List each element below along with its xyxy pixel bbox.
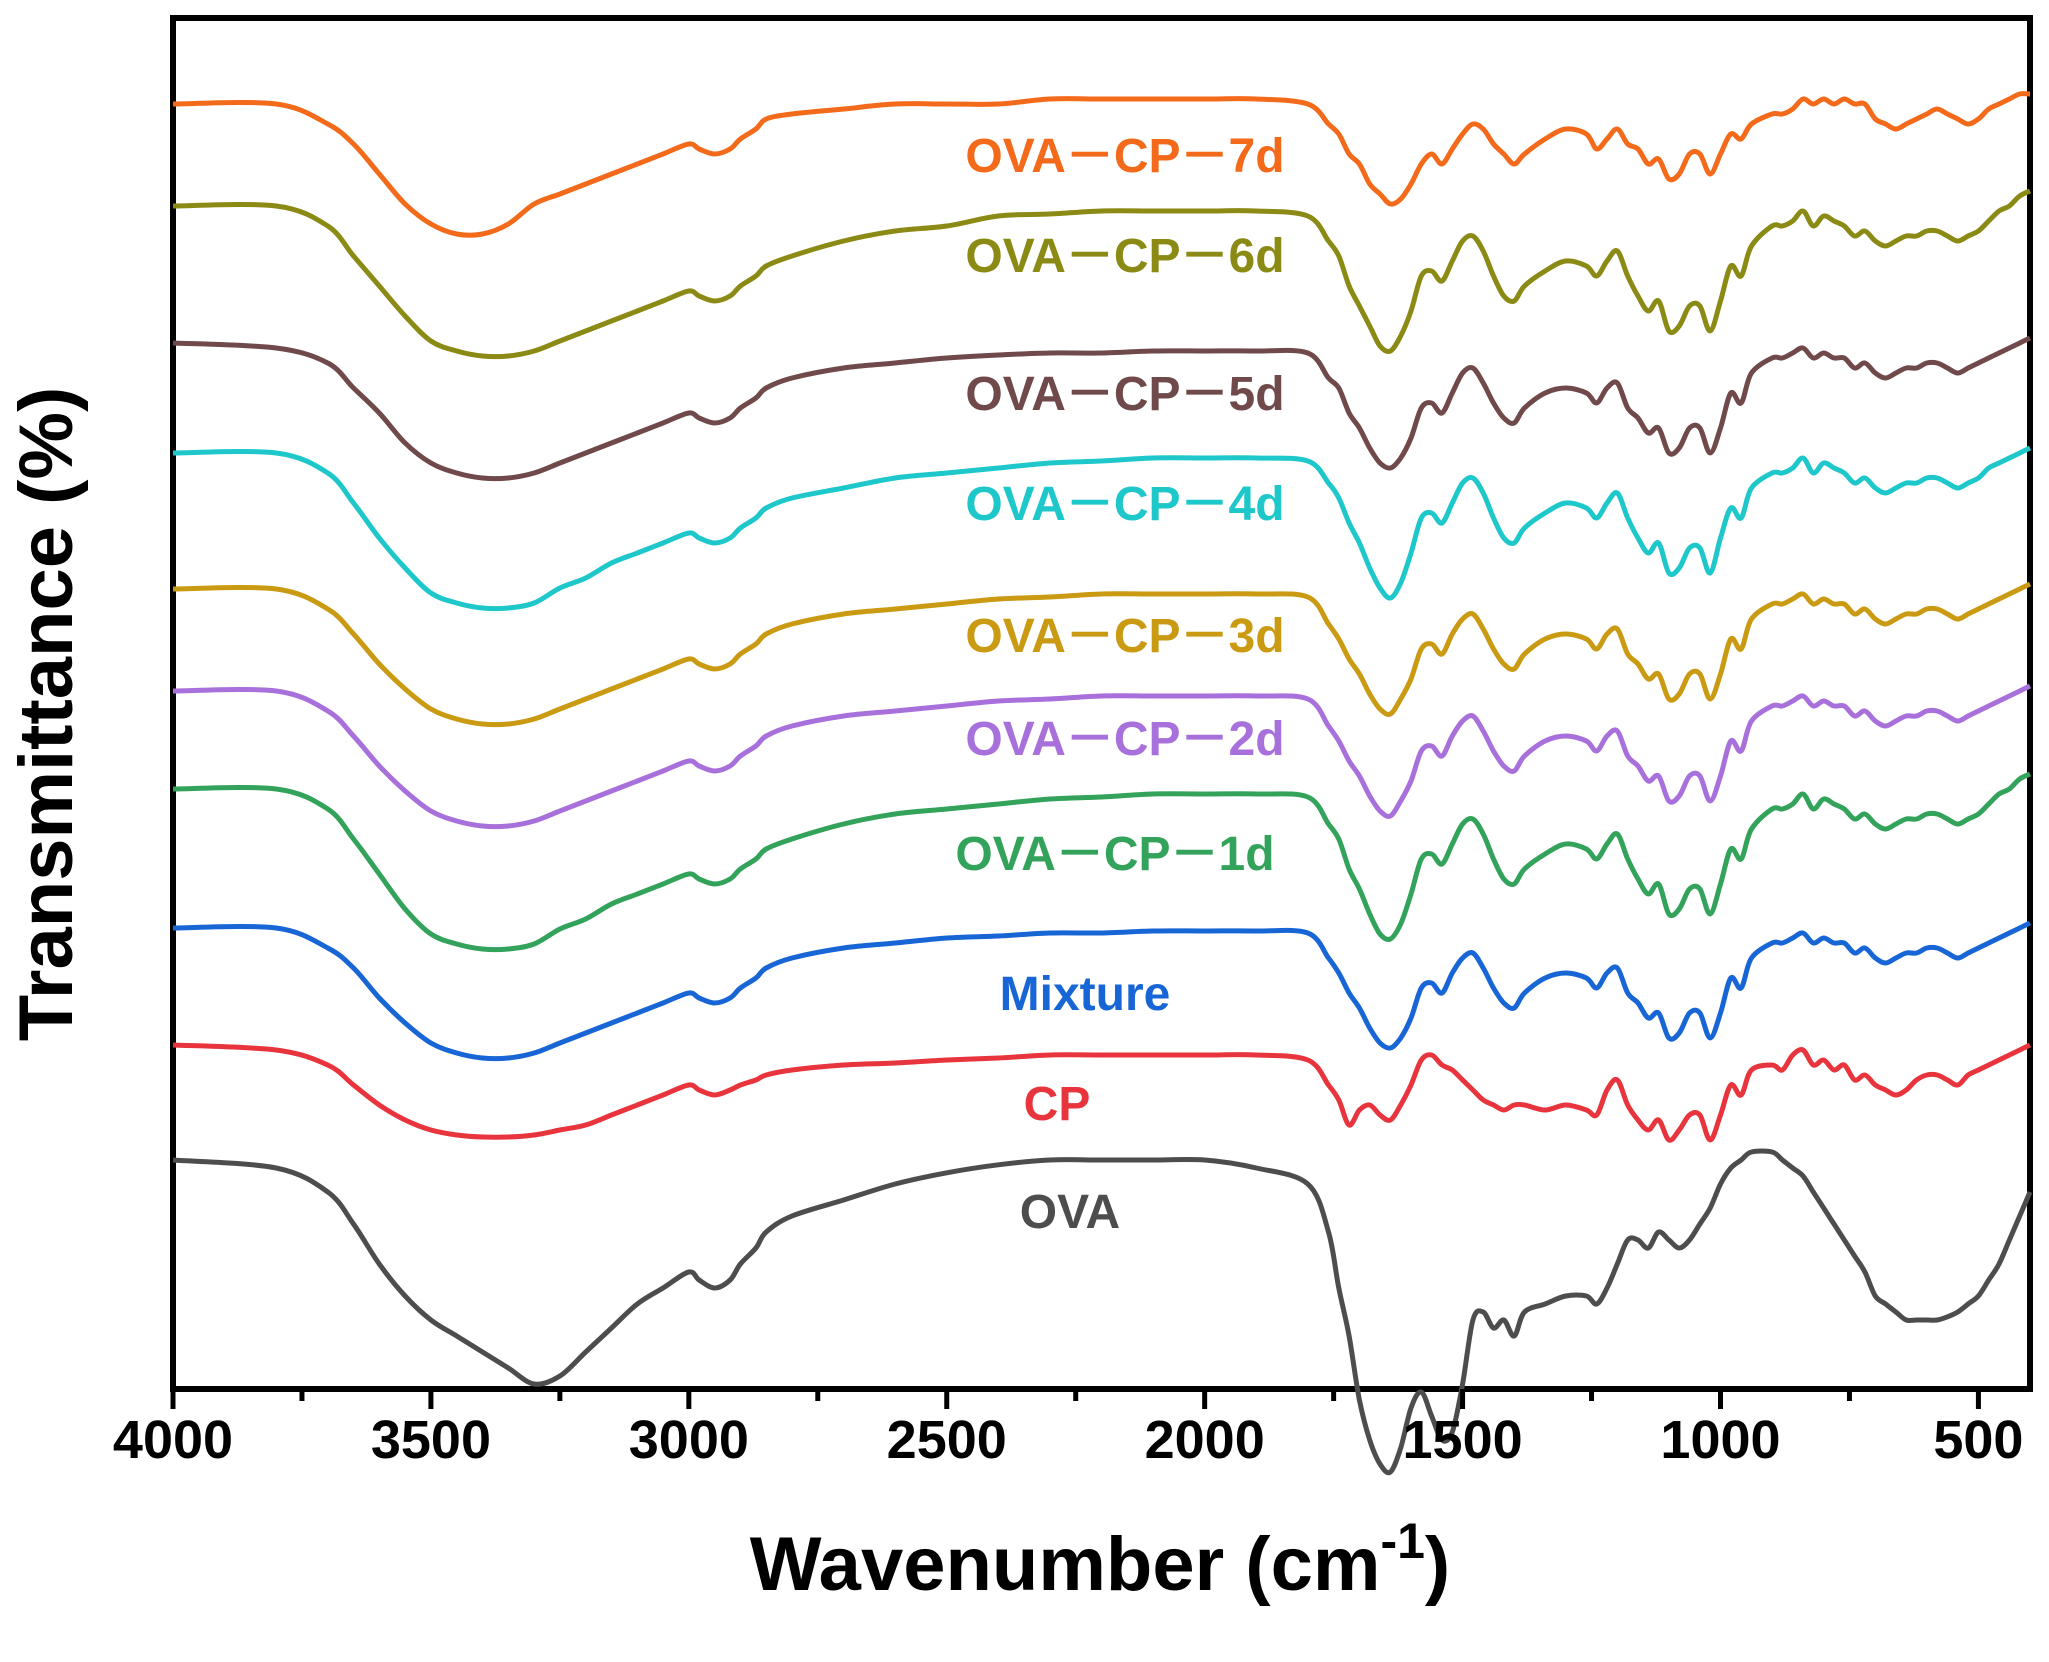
x-axis-title: Wavenumber (cm-1)	[750, 1513, 1450, 1607]
x-tick-label-2000: 2000	[1145, 1410, 1265, 1470]
x-axis-title-close: )	[1425, 1522, 1450, 1607]
y-axis-title: Transmittance (%)	[4, 387, 89, 1042]
x-tick-label-2500: 2500	[887, 1410, 1007, 1470]
series-line-ova-cp-4d	[172, 445, 2032, 612]
series-label-ova-cp-4d: OVA－CP－4d	[965, 478, 1284, 531]
series-line-ova-cp-6d	[172, 188, 2032, 360]
x-tick-label-4000: 4000	[113, 1410, 233, 1470]
series-line-mixture	[172, 920, 2032, 1062]
series-line-ova-cp-1d	[172, 771, 2032, 953]
x-tick-label-1000: 1000	[1660, 1410, 1780, 1470]
series-labels: OVA－CP－7d OVA－CP－6d OVA－CP－5d OVA－CP－4d OVA－…	[955, 130, 1284, 1239]
x-tick-label-3000: 3000	[629, 1410, 749, 1470]
series-label-ova: OVA	[1020, 1186, 1120, 1239]
series-line-ova-cp-3d	[172, 581, 2032, 728]
x-axis-title-main: Wavenumber (cm	[750, 1522, 1381, 1607]
series-line-ova-cp-2d	[172, 683, 2032, 830]
x-tick-label-3500: 3500	[371, 1410, 491, 1470]
x-tick-label-500: 500	[1933, 1410, 2023, 1470]
series-line-cp	[172, 1042, 2032, 1143]
series-label-ova-cp-3d: OVA－CP－3d	[965, 610, 1284, 663]
series-label-ova-cp-1d: OVA－CP－1d	[955, 828, 1274, 881]
plot-frame	[170, 15, 2033, 1392]
series-label-mixture: Mixture	[1000, 968, 1171, 1021]
series-label-ova-cp-2d: OVA－CP－2d	[965, 713, 1284, 766]
x-axis-title-superscript: -1	[1380, 1513, 1424, 1569]
series-line-ova-cp-7d	[172, 91, 2031, 238]
plot-border	[170, 15, 2033, 1392]
series-label-ova-cp-5d: OVA－CP－5d	[965, 368, 1284, 421]
x-tick-label-1500: 1500	[1403, 1410, 1523, 1470]
series-label-ova-cp-7d: OVA－CP－7d	[965, 130, 1284, 183]
series-group	[172, 91, 2033, 1476]
x-axis-ticks: 4000 3500 3000 2500 2000 1500 1000 500	[113, 1389, 2023, 1470]
series-line-ova-cp-5d	[172, 335, 2032, 482]
series-label-ova-cp-6d: OVA－CP－6d	[965, 230, 1284, 283]
series-line-ova	[172, 1148, 2033, 1476]
series-label-cp: CP	[1024, 1078, 1091, 1131]
